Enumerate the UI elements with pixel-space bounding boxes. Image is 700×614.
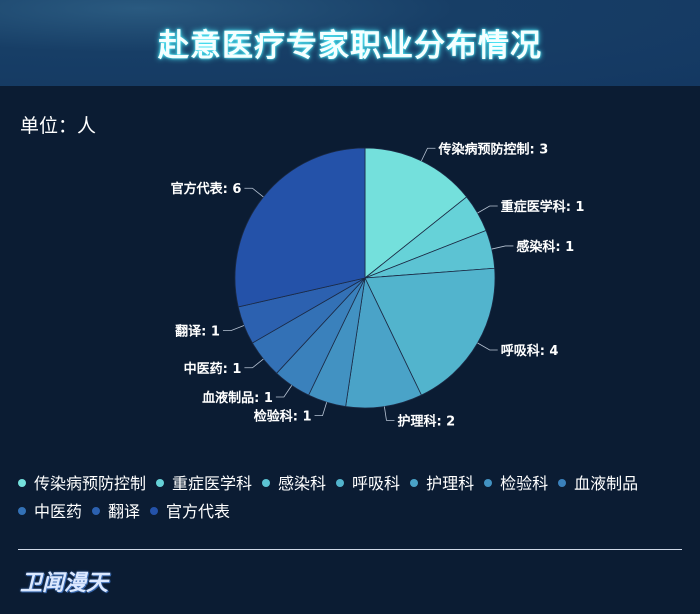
pie-chart: 传染病预防控制: 3 重症医学科: 1 感染科: 1 呼吸科: 4 护理科: 2 检验科:… xyxy=(171,141,585,429)
slice-label-7: 中医药: 1 xyxy=(184,361,242,377)
slice-label-1: 重症医学科: 1 xyxy=(501,199,585,215)
legend-dot-icon xyxy=(18,479,26,487)
slice-label-2: 感染科: 1 xyxy=(516,239,574,255)
slice-label-0: 传染病预防控制: 3 xyxy=(437,141,548,157)
page-title: 赴意医疗专家职业分布情况 xyxy=(158,28,542,64)
legend-item-1[interactable]: 重症医学科 xyxy=(156,470,252,498)
legend-label: 血液制品 xyxy=(574,474,639,493)
header-banner: 赴意医疗专家职业分布情况 xyxy=(0,0,700,86)
legend-label: 翻译 xyxy=(108,502,141,521)
leader-line-8 xyxy=(222,325,245,332)
leader-line-2 xyxy=(491,245,514,250)
legend-item-2[interactable]: 感染科 xyxy=(262,470,326,498)
pie-slice-0[interactable] xyxy=(364,147,468,279)
legend-item-6[interactable]: 血液制品 xyxy=(558,470,638,498)
legend-label: 感染科 xyxy=(278,474,327,493)
chart-legend: 传染病预防控制 重症医学科 感染科 呼吸科 护理科 检验科 血液制品中医药 翻译 官方代表 xyxy=(18,470,698,526)
legend-dot-icon xyxy=(92,507,101,515)
pie-slice-9[interactable] xyxy=(234,147,366,308)
legend-label: 护理科 xyxy=(426,474,475,493)
legend-label: 呼吸科 xyxy=(352,474,401,493)
legend-dot-icon xyxy=(484,479,493,487)
slice-label-3: 呼吸科: 4 xyxy=(501,343,559,359)
slice-label-5: 检验科: 1 xyxy=(254,409,312,425)
legend-item-9[interactable]: 官方代表 xyxy=(150,498,230,526)
legend-dot-icon xyxy=(558,479,567,487)
legend-dot-icon xyxy=(18,507,26,515)
legend-dot-icon xyxy=(156,479,165,487)
legend-item-4[interactable]: 护理科 xyxy=(410,470,474,498)
leader-line-3 xyxy=(477,342,498,351)
brand-logo: 卫闻漫天 xyxy=(20,571,109,596)
leader-line-5 xyxy=(314,402,328,417)
legend-dot-icon xyxy=(150,507,159,515)
legend-dot-icon xyxy=(336,479,345,487)
legend-dot-icon xyxy=(410,479,419,487)
leader-line-7 xyxy=(244,358,264,369)
slice-label-4: 护理科: 2 xyxy=(397,413,455,429)
pie-slice-3[interactable] xyxy=(364,267,496,396)
unit-label: 单位：人 xyxy=(20,115,97,137)
slice-label-8: 翻译: 1 xyxy=(175,324,220,340)
legend-item-3[interactable]: 呼吸科 xyxy=(336,470,400,498)
legend-label: 中医药 xyxy=(34,502,83,521)
leader-line-9 xyxy=(244,187,264,198)
legend-label: 传染病预防控制 xyxy=(34,474,147,493)
legend-label: 检验科 xyxy=(500,474,549,493)
legend-item-7[interactable]: 中医药 xyxy=(18,498,82,526)
leader-line-0 xyxy=(421,147,436,162)
legend-item-5[interactable]: 检验科 xyxy=(484,470,548,498)
leader-line-1 xyxy=(477,205,498,214)
leader-line-4 xyxy=(383,406,395,421)
legend-label: 重症医学科 xyxy=(172,474,253,493)
slice-label-9: 官方代表: 6 xyxy=(171,181,242,197)
slice-label-6: 血液制品: 1 xyxy=(202,390,273,406)
leader-line-6 xyxy=(275,385,293,398)
pie-slice-4[interactable] xyxy=(345,276,422,409)
legend-item-8[interactable]: 翻译 xyxy=(92,498,140,526)
divider xyxy=(18,549,682,550)
legend-item-0[interactable]: 传染病预防控制 xyxy=(18,470,146,498)
legend-dot-icon xyxy=(262,479,271,487)
legend-label: 官方代表 xyxy=(166,502,231,521)
